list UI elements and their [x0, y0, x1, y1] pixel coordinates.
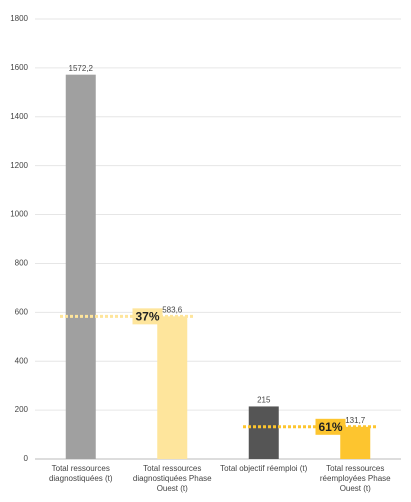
- annotation-label: 37%: [135, 310, 159, 324]
- value-label: 583,6: [162, 305, 183, 314]
- value-label: 131,7: [345, 416, 366, 425]
- y-tick-label: 200: [15, 405, 29, 414]
- y-tick-label: 800: [15, 259, 29, 268]
- y-tick-label: 400: [15, 356, 29, 365]
- y-tick-label: 1600: [10, 63, 28, 72]
- bar: [65, 74, 96, 459]
- y-tick-label: 0: [24, 454, 29, 463]
- annotation-box: [132, 308, 163, 325]
- y-tick-label: 1400: [10, 112, 28, 121]
- x-tick-label: Total objectif réemploi (t): [220, 464, 308, 473]
- annotation-label: 61%: [318, 420, 342, 434]
- y-tick-label: 1200: [10, 161, 28, 170]
- y-tick-label: 1800: [10, 14, 28, 23]
- y-tick-label: 600: [15, 307, 29, 316]
- x-tick-label: Total ressources réemployées Phase Ouest…: [319, 464, 391, 493]
- value-label: 1572,2: [69, 64, 94, 73]
- value-label: 215: [257, 396, 271, 405]
- bar: [157, 316, 188, 459]
- bar: [248, 406, 279, 459]
- y-tick-label: 1000: [10, 210, 28, 219]
- x-tick-label: Total ressources diagnostiquées (t): [48, 464, 113, 483]
- annotation-box: [315, 418, 346, 435]
- x-tick-label: Total ressources diagnostiquées Phase Ou…: [132, 464, 212, 493]
